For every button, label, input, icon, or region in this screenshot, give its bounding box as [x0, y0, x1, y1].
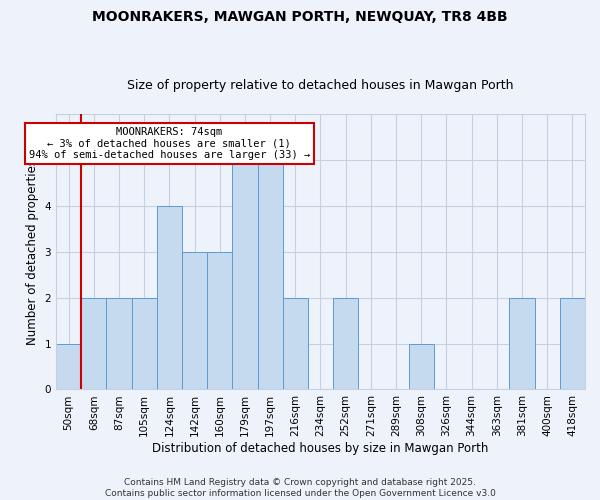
Text: Contains HM Land Registry data © Crown copyright and database right 2025.
Contai: Contains HM Land Registry data © Crown c…: [104, 478, 496, 498]
Bar: [207, 252, 232, 390]
Bar: [333, 298, 358, 390]
Bar: [409, 344, 434, 390]
Bar: [560, 298, 585, 390]
Title: Size of property relative to detached houses in Mawgan Porth: Size of property relative to detached ho…: [127, 79, 514, 92]
Bar: [131, 298, 157, 390]
Text: MOONRAKERS: 74sqm
← 3% of detached houses are smaller (1)
94% of semi-detached h: MOONRAKERS: 74sqm ← 3% of detached house…: [29, 127, 310, 160]
Bar: [56, 344, 81, 390]
Bar: [182, 252, 207, 390]
Bar: [283, 298, 308, 390]
Bar: [106, 298, 131, 390]
Y-axis label: Number of detached properties: Number of detached properties: [26, 158, 39, 344]
Bar: [232, 160, 257, 390]
Text: MOONRAKERS, MAWGAN PORTH, NEWQUAY, TR8 4BB: MOONRAKERS, MAWGAN PORTH, NEWQUAY, TR8 4…: [92, 10, 508, 24]
Bar: [157, 206, 182, 390]
Bar: [81, 298, 106, 390]
Bar: [257, 160, 283, 390]
Bar: [509, 298, 535, 390]
X-axis label: Distribution of detached houses by size in Mawgan Porth: Distribution of detached houses by size …: [152, 442, 488, 455]
